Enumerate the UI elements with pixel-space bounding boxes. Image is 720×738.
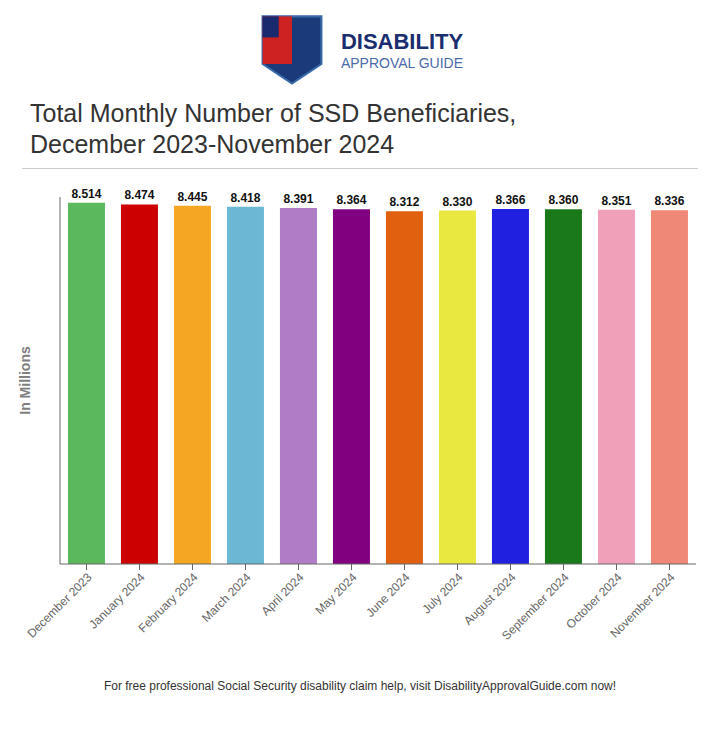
svg-text:8.351: 8.351 [601,194,631,208]
html-text:Total Monthly Number of SSD Be: Total Monthly Number of SSD Beneficiarie… [30,99,517,127]
svg-text:In Millions: In Millions [17,346,33,415]
svg-text:January 2024: January 2024 [86,570,148,632]
svg-text:8.391: 8.391 [283,192,313,206]
svg-text:8.474: 8.474 [124,188,154,202]
html-text:DISABILITY: DISABILITY [340,29,464,54]
html-text:December 2023-November 2024: December 2023-November 2024 [30,130,395,158]
html-text:For free professional Social S: For free professional Social Security di… [103,679,617,693]
svg-text:December 2023: December 2023 [24,570,95,641]
svg-text:September 2024: September 2024 [499,570,572,643]
svg-text:8.330: 8.330 [442,195,472,209]
svg-text:8.360: 8.360 [548,193,578,207]
svg-text:8.312: 8.312 [389,195,419,209]
svg-text:June 2024: June 2024 [363,570,413,620]
svg-text:8.364: 8.364 [336,193,366,207]
svg-text:8.366: 8.366 [495,193,525,207]
svg-text:July 2024: July 2024 [419,570,465,616]
svg-text:October 2024: October 2024 [563,570,625,632]
svg-text:8.418: 8.418 [230,191,260,205]
html-text:APPROVAL GUIDE: APPROVAL GUIDE [340,55,463,71]
svg-text:August 2024: August 2024 [461,570,519,628]
svg-text:8.336: 8.336 [654,194,684,208]
svg-text:April 2024: April 2024 [259,570,307,618]
svg-text:March 2024: March 2024 [199,570,254,625]
svg-text:8.445: 8.445 [177,190,207,204]
svg-text:February 2024: February 2024 [136,570,201,635]
svg-text:November 2024: November 2024 [607,570,678,641]
svg-text:8.514: 8.514 [71,187,101,201]
svg-text:May 2024: May 2024 [312,570,359,617]
